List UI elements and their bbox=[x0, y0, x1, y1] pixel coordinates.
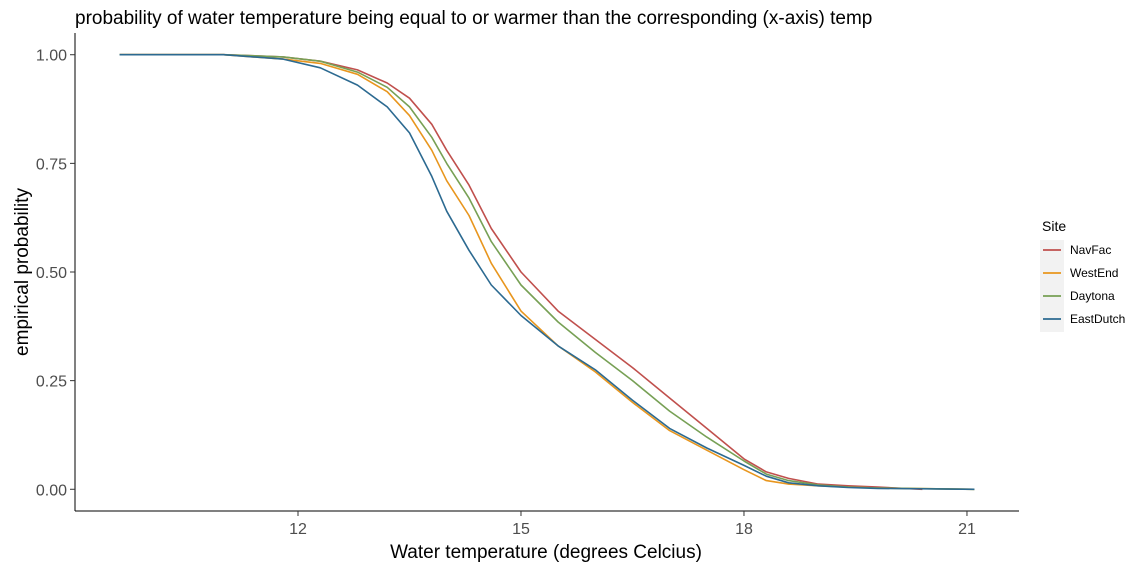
x-tick-label: 12 bbox=[289, 521, 307, 538]
x-tick-label: 21 bbox=[958, 521, 976, 538]
y-tick-label: 0.50 bbox=[36, 265, 67, 282]
chart-title: probability of water temperature being e… bbox=[75, 8, 872, 29]
series-line-daytona bbox=[119, 53, 975, 491]
legend-title: Site bbox=[1042, 218, 1066, 234]
series-line-westend bbox=[119, 53, 975, 491]
legend-label-westend: WestEnd bbox=[1070, 266, 1118, 280]
legend: Site NavFac WestEnd Daytona EastDutch bbox=[1040, 218, 1125, 332]
y-tick-label: 0.25 bbox=[36, 374, 67, 391]
legend-label-daytona: Daytona bbox=[1070, 289, 1115, 303]
x-tick-label: 18 bbox=[735, 521, 753, 538]
y-tick-label: 0.00 bbox=[36, 482, 67, 499]
legend-label-eastdutch: EastDutch bbox=[1070, 312, 1125, 326]
plot-area: 12 15 18 21 0.00 0.25 0.50 0.75 1.00 bbox=[36, 33, 1019, 538]
y-tick-label: 1.00 bbox=[36, 48, 67, 65]
y-tick-label: 0.75 bbox=[36, 156, 67, 173]
legend-background bbox=[1040, 240, 1064, 332]
y-axis-title: empirical probability bbox=[12, 188, 33, 356]
series-line-navfac bbox=[119, 53, 923, 491]
series-line-eastdutch bbox=[119, 53, 975, 491]
x-tick-label: 15 bbox=[512, 521, 530, 538]
x-axis-title: Water temperature (degrees Celcius) bbox=[390, 542, 702, 563]
legend-label-navfac: NavFac bbox=[1070, 243, 1111, 257]
